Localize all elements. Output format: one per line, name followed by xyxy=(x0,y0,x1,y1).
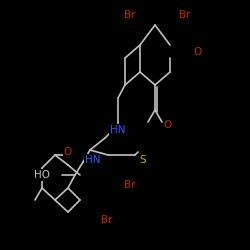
Text: HN: HN xyxy=(110,125,126,135)
Text: O: O xyxy=(64,147,72,157)
Text: O: O xyxy=(194,47,202,57)
Text: Br: Br xyxy=(124,10,136,20)
Text: Br: Br xyxy=(101,215,113,225)
Text: Br: Br xyxy=(179,10,191,20)
Text: HN: HN xyxy=(85,155,101,165)
Text: S: S xyxy=(140,155,146,165)
Text: HO: HO xyxy=(34,170,50,180)
Text: O: O xyxy=(164,120,172,130)
Text: Br: Br xyxy=(124,180,136,190)
